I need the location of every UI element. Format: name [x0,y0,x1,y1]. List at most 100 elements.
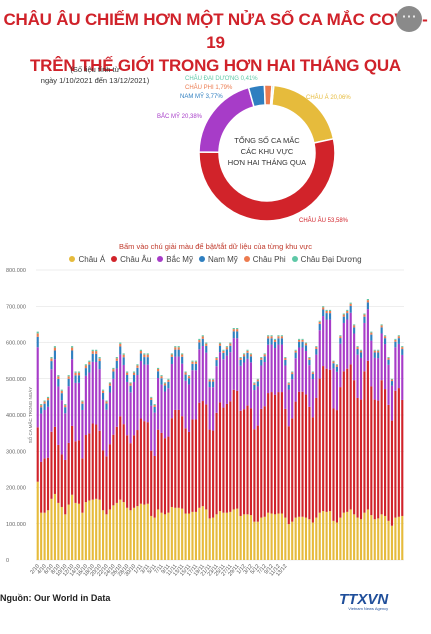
bar-segment-africa [181,354,184,357]
bar-segment-europe [115,426,118,503]
bar-segment-south-america [136,367,139,376]
bar-segment-europe [287,426,290,525]
bar-segment-north-america [218,352,222,403]
bar-segment-europe [163,438,167,515]
bar-segment-africa [397,336,400,339]
bar-segment-south-america [287,384,290,390]
bar-segment-asia [105,514,108,560]
bar-segment-africa [246,350,249,353]
bar-segment-north-america [150,405,153,451]
bar-segment-asia [81,512,84,560]
legend-label: Châu Âu [120,255,152,264]
bar-segment-oceania [291,371,294,373]
bar-segment-north-america [60,400,63,455]
bar-segment-europe [191,419,194,512]
bar-segment-africa [263,354,266,357]
bar-segment-oceania [394,338,397,340]
bar-segment-africa [98,358,101,362]
bar-segment-oceania [397,335,400,337]
bar-segment-asia [112,505,115,560]
bar-segment-asia [397,516,400,560]
bar-segment-oceania [105,400,108,402]
bar-segment-asia [394,517,397,560]
bar-segment-south-america [143,357,146,365]
bar-segment-south-america [243,356,246,363]
bar-segment-europe [215,412,218,515]
bar-segment-south-america [129,385,132,393]
y-tick-label: 800.000 [6,268,26,274]
bar-segment-africa [353,325,356,328]
bar-segment-africa [153,405,156,407]
bar-segment-africa [346,310,349,314]
bar-segment-asia [43,512,46,560]
bar-segment-europe [67,442,70,505]
bar-segment-europe [187,431,191,514]
legend-item-europe[interactable]: Châu Âu [111,255,151,264]
bar-segment-asia [181,508,184,560]
bar-segment-europe [60,454,63,507]
bar-segment-europe [311,417,314,523]
bar-segment-asia [163,514,167,560]
bar-segment-south-america [191,363,194,371]
bar-segment-north-america [74,382,77,442]
more-options-button[interactable]: ⋯ [396,6,422,32]
bar-segment-europe [88,433,91,501]
bar-segment-oceania [225,346,228,348]
bar-segment-north-america [160,384,163,433]
bar-segment-oceania [253,382,256,384]
title-line-2: TRÊN THẾ GIỚI TRONG HƠN HAI THÁNG QUA [29,56,402,75]
bar-segment-asia [71,494,74,560]
legend-item-south-america[interactable]: Nam Mỹ [198,255,238,264]
bar-segment-asia [318,512,321,560]
bar-segment-north-america [119,354,122,417]
bar-segment-south-america [394,341,397,348]
bar-segment-europe [95,424,98,499]
bar-segment-oceania [229,342,232,344]
bar-segment-north-america [243,362,246,410]
bar-segment-oceania [74,371,77,373]
bar-segment-africa [401,347,404,350]
bar-segment-north-america [64,413,67,460]
bar-segment-south-america [132,374,136,382]
bar-segment-europe [328,369,332,512]
bar-segment-asia [139,503,142,560]
bar-segment-africa [105,401,108,404]
bar-segment-oceania [46,396,50,398]
bar-segment-south-america [46,400,50,407]
bar-segment-south-america [304,345,308,351]
bar-segment-north-america [311,379,314,418]
bar-segment-europe [36,427,39,482]
bar-segment-europe [239,410,242,516]
legend-item-north-america[interactable]: Bắc Mỹ [157,255,193,264]
bar-segment-oceania [335,364,339,366]
bar-segment-africa [174,347,177,350]
bar-segment-oceania [71,346,74,348]
bar-segment-asia [218,511,222,560]
bar-segment-oceania [50,357,53,359]
bar-segment-europe [71,425,74,495]
bar-segment-asia [201,506,204,560]
bar-segment-europe [322,366,325,512]
bar-segment-south-america [98,361,101,370]
bar-segment-asia [311,522,314,560]
bar-segment-africa [150,397,153,400]
legend-item-oceania[interactable]: Châu Đại Dương [291,255,362,264]
bar-segment-africa [136,365,139,368]
bar-segment-europe [81,458,84,513]
title-line-1: CHÂU ÂU CHIẾM HƠN MỘT NỬA SỐ CA MẮC COVI… [3,10,428,52]
bar-segment-north-america [136,375,139,431]
logo-subtext: Vietnam News Agency [348,606,389,611]
bar-segment-asia [222,512,225,560]
legend-item-asia[interactable]: Châu Á [69,255,105,264]
pie-slice-label: CHÂU ÂU 53,58% [299,217,349,224]
bar-segment-africa [40,405,43,408]
bar-segment-africa [132,372,136,375]
bar-segment-asia [64,514,67,560]
bar-segment-asia [229,511,232,560]
bar-segment-asia [377,518,380,560]
bar-segment-oceania [246,349,249,351]
legend-swatch [198,256,205,262]
bar-segment-south-america [298,341,301,348]
legend-item-africa[interactable]: Châu Phi [243,255,286,264]
bar-segment-europe [77,440,81,504]
